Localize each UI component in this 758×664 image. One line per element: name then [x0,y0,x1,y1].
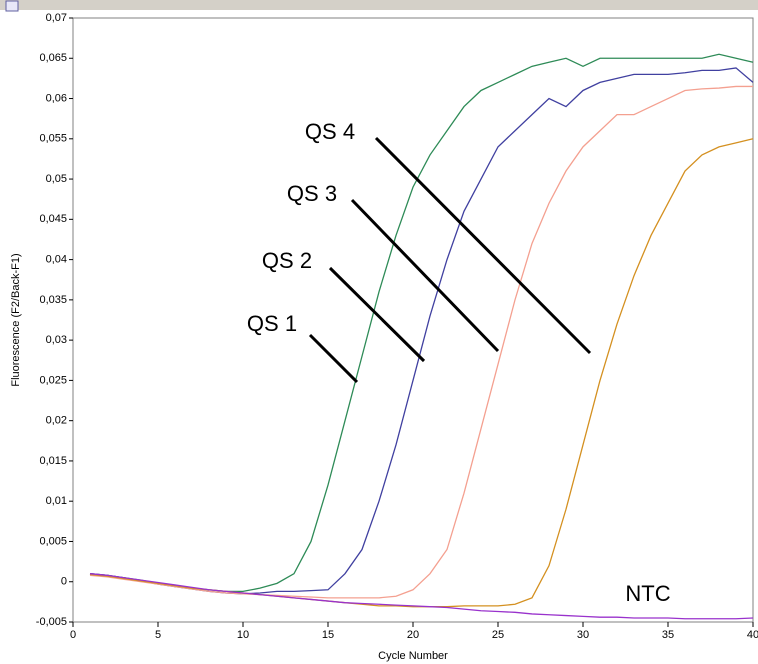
leader-line [328,266,426,363]
title-bar [0,0,758,10]
series-line [89,573,754,620]
series-label: NTC [625,581,670,606]
series-label: QS 1 [247,311,297,336]
x-tick-label: 30 [577,629,589,641]
x-tick-label: 35 [662,629,674,641]
series-label: QS 4 [305,119,355,144]
y-tick-label: 0,04 [46,254,67,266]
x-tick-label: 10 [237,629,249,641]
x-tick-label: 40 [747,629,758,641]
x-tick-label: 5 [155,629,161,641]
y-tick-label: 0,065 [39,52,67,64]
y-tick-label: 0,07 [46,12,67,24]
plot-area [72,17,754,623]
series-label: QS 2 [262,248,312,273]
y-tick-label: 0,05 [46,173,67,185]
x-tick-label: 20 [407,629,419,641]
y-tick-label: 0,06 [46,92,67,104]
series-label: QS 3 [287,181,337,206]
leader-line [308,333,359,384]
y-tick-label: 0,015 [39,455,67,467]
series-line [89,85,753,599]
y-tick-label: 0,035 [39,294,67,306]
leader-line [350,198,500,353]
y-tick-label: 0 [61,576,67,588]
y-tick-label: 0,045 [39,213,67,225]
y-axis-label: Fluorescence (F2/Back-F1) [10,253,22,386]
y-tick-label: 0,02 [46,415,67,427]
y-tick-label: 0,01 [46,495,67,507]
chart-icon[interactable] [5,0,19,12]
x-axis-label: Cycle Number [378,650,448,662]
y-tick-label: -0,005 [36,616,67,628]
y-tick-label: 0,055 [39,133,67,145]
y-tick-label: 0,03 [46,334,67,346]
y-tick-label: 0,005 [39,535,67,547]
leader-line [374,136,592,355]
x-tick-label: 15 [322,629,334,641]
y-tick-label: 0,025 [39,374,67,386]
x-tick-label: 25 [492,629,504,641]
x-tick-label: 0 [70,629,76,641]
